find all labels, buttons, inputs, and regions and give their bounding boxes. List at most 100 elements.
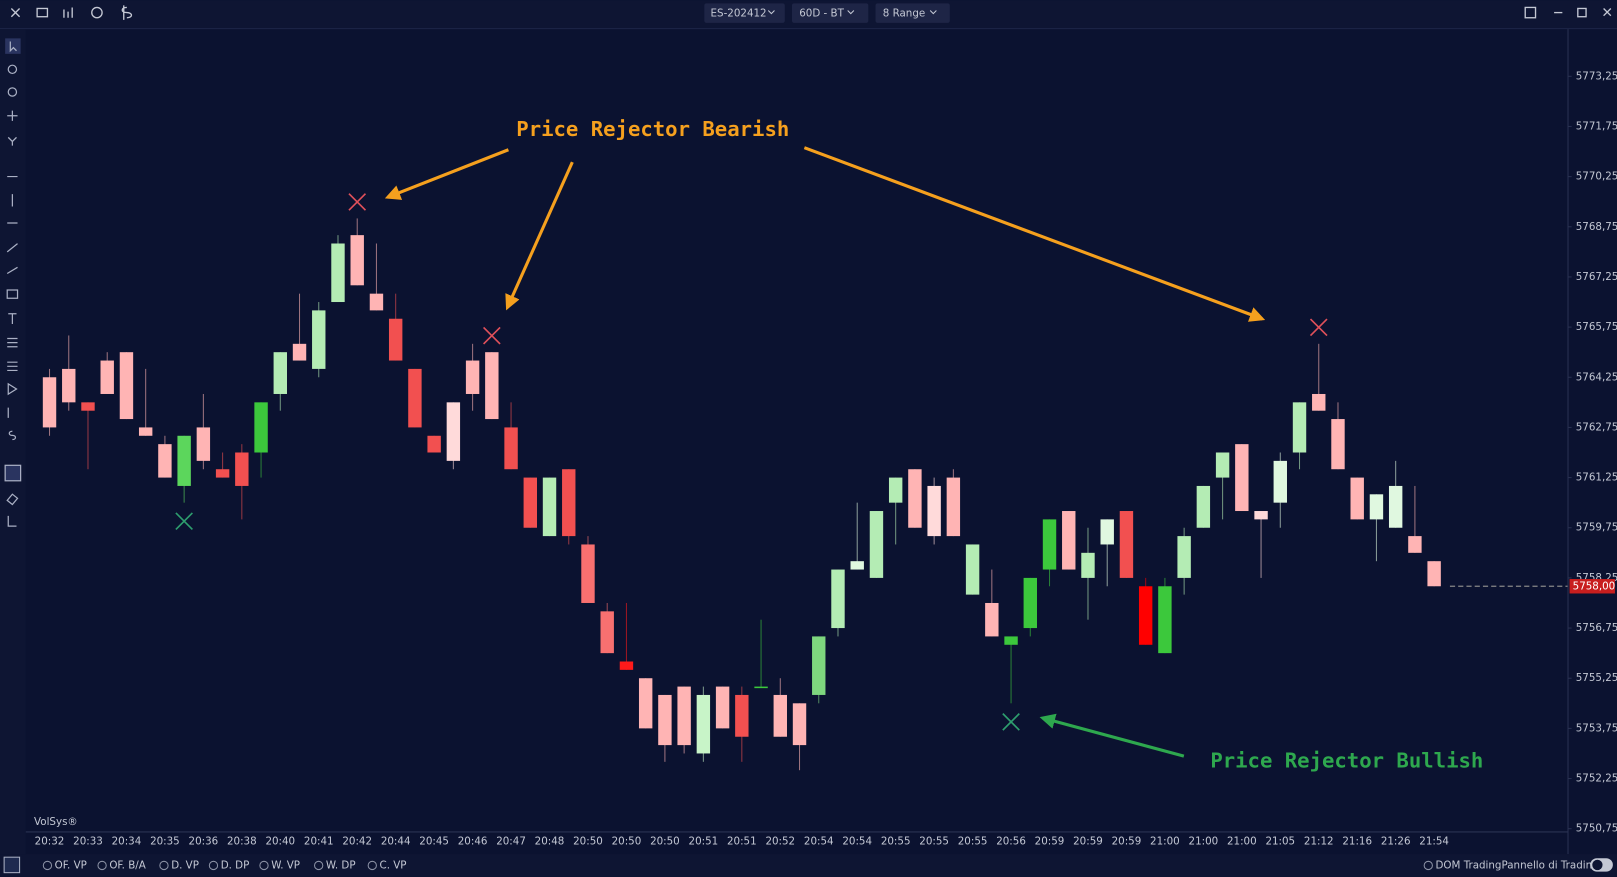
x-tick-label: 20:59	[1073, 836, 1103, 848]
bars-icon[interactable]	[63, 7, 73, 18]
y-tick-label: 5755,25	[1576, 672, 1617, 684]
dollar-icon[interactable]	[121, 5, 133, 20]
x-tick-label: 20:50	[612, 836, 642, 848]
candle-body	[1427, 561, 1441, 587]
toggle-knob	[1592, 859, 1603, 871]
candle-body	[619, 661, 634, 670]
candle-body	[677, 686, 691, 746]
candle-body	[1062, 511, 1076, 570]
candle-body	[696, 694, 711, 754]
layout-icon[interactable]	[36, 7, 49, 18]
candle-body	[331, 243, 345, 303]
candle-body	[812, 636, 826, 695]
signal-marker	[348, 193, 367, 211]
close-icon[interactable]	[10, 7, 21, 18]
candle-body	[215, 469, 230, 478]
x-tick-label: 20:45	[419, 836, 449, 848]
x-tick-label: 20:36	[189, 836, 219, 848]
indicator-toggle[interactable]	[159, 860, 169, 871]
x-tick-label: 20:42	[342, 836, 372, 848]
candle-body	[62, 368, 76, 403]
candle-body	[1388, 485, 1403, 528]
indicator-toggle[interactable]	[97, 860, 107, 871]
signal-marker	[1309, 318, 1328, 337]
candle-body	[1254, 511, 1268, 520]
x-tick-label: 21:26	[1381, 836, 1411, 848]
candle-body	[773, 694, 787, 737]
indicator-toggle[interactable]	[42, 860, 53, 871]
indicator-toggle[interactable]	[259, 860, 269, 871]
y-tick-label: 5756,75	[1576, 622, 1617, 634]
range: 8 Range	[883, 8, 925, 20]
candle-body	[888, 477, 903, 503]
max-icon[interactable]	[1524, 6, 1537, 19]
candle-body	[1138, 586, 1153, 645]
candle-body	[388, 318, 403, 361]
candle-body	[1215, 452, 1230, 478]
candle-body	[1312, 393, 1326, 411]
annotations: Price Rejector Bearish Price Rejector Bu…	[384, 117, 1613, 872]
x-tick-label: 20:52	[765, 836, 795, 848]
indicator-label: D. VP	[171, 859, 199, 871]
last-price-label: 5758,00	[1573, 580, 1616, 592]
candle-body	[850, 561, 864, 570]
y-tick-label: 5768,75	[1576, 221, 1617, 233]
candle-body	[465, 360, 480, 394]
x-tick-label: 21:00	[1150, 836, 1180, 848]
bearish-arrows	[384, 146, 1266, 322]
candle-body	[908, 469, 922, 528]
bullish-arrow	[1039, 713, 1185, 758]
candle-body	[946, 477, 961, 537]
indicator-toggle[interactable]	[367, 860, 377, 871]
dropdown-chevrons	[767, 10, 937, 15]
signal-marker	[1002, 713, 1020, 731]
range-dropdown[interactable]	[875, 3, 950, 23]
candle-body	[273, 352, 287, 394]
candle-body	[1177, 536, 1191, 578]
y-tick-label: 5767,25	[1576, 271, 1617, 283]
left-toolbar	[0, 29, 26, 855]
x-tick-label: 20:40	[265, 836, 295, 848]
window-close-icon[interactable]	[1603, 7, 1612, 17]
x-tick-label: 20:50	[573, 836, 603, 848]
x-tick-label: 20:55	[881, 836, 911, 848]
y-tick-label: 5753,75	[1576, 722, 1617, 734]
x-tick-label: 21:54	[1419, 836, 1449, 848]
candle-body	[581, 544, 595, 603]
settings-icon[interactable]	[91, 6, 103, 19]
panel-icon[interactable]	[3, 856, 21, 874]
x-tick-label: 20:48	[535, 836, 565, 848]
candle-body	[158, 444, 172, 478]
restore-icon[interactable]	[1577, 7, 1587, 18]
x-tick-label: 20:54	[842, 836, 872, 848]
x-tick-label: 20:55	[919, 836, 949, 848]
candle-body	[1023, 577, 1037, 629]
candle-body	[965, 544, 980, 595]
candle-body	[1119, 511, 1134, 578]
bottom-bar	[0, 854, 1617, 877]
dom-toggle[interactable]	[1423, 860, 1433, 871]
y-tick-label: 5761,25	[1576, 472, 1617, 484]
x-tick-label: 21:12	[1304, 836, 1334, 848]
candle-body	[254, 402, 268, 453]
candle-body	[312, 310, 326, 369]
y-tick-label: 5759,75	[1576, 522, 1617, 534]
indicator-toggle[interactable]	[314, 860, 324, 871]
candle-body	[792, 703, 807, 746]
candle-body	[1158, 586, 1172, 654]
symbol-dropdown[interactable]	[704, 3, 785, 23]
candle-body	[754, 686, 768, 689]
timeframe-dropdown[interactable]	[792, 3, 869, 23]
indicator-label: OF. VP	[55, 859, 87, 871]
x-tick-label: 21:00	[1189, 836, 1219, 848]
panel-label: Pannello di Trading	[1502, 859, 1599, 871]
indicator-toggle[interactable]	[208, 860, 219, 871]
candle-body	[446, 402, 461, 461]
x-tick-label: 20:34	[112, 836, 142, 848]
indicator-label: W. DP	[326, 859, 356, 871]
x-tick-label: 20:33	[73, 836, 103, 848]
x-tick-label: 20:35	[150, 836, 180, 848]
x-tick-label: 20:59	[1112, 836, 1142, 848]
